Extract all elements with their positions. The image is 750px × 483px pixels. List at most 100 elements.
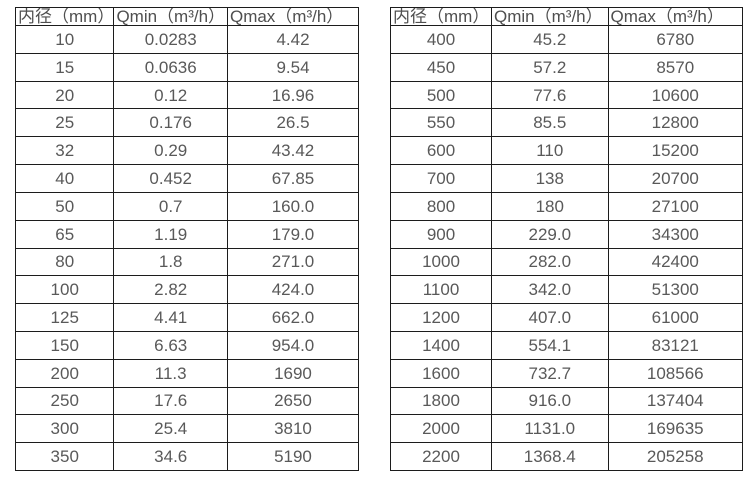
table-row: 15 0.0636 9.54	[14, 52, 360, 82]
table-cell: 600	[389, 136, 493, 166]
table-cell: 25	[14, 108, 115, 138]
table-cell: 10	[14, 25, 115, 54]
table-row: 550 85.5 12800	[389, 108, 744, 138]
table-row: 100 2.82 424.0	[14, 275, 360, 305]
table-cell: 26.5	[226, 108, 360, 138]
table-row: 250 17.6 2650	[14, 386, 360, 416]
column-header-diameter: 内径（mm）	[389, 7, 493, 26]
table-cell: 450	[389, 52, 493, 82]
table-cell: 2650	[226, 386, 360, 416]
header-row: 内径（mm） Qmin（m³/h） Qmax（m³/h）	[14, 7, 360, 26]
table-row: 1200 407.0 61000	[389, 303, 744, 332]
table-cell: 85.5	[491, 108, 609, 138]
table-row: 125 4.41 662.0	[14, 303, 360, 332]
table-cell: 150	[14, 330, 115, 360]
table-cell: 0.452	[113, 164, 228, 193]
table-cell: 1368.4	[491, 442, 609, 471]
table-cell: 732.7	[491, 358, 609, 388]
table-cell: 250	[14, 386, 115, 416]
table-header: 内径（mm） Qmin（m³/h） Qmax（m³/h）	[14, 7, 360, 26]
table-cell: 10600	[607, 80, 744, 110]
table-cell: 83121	[607, 330, 744, 360]
table-cell: 27100	[607, 191, 744, 221]
table-cell: 12800	[607, 108, 744, 138]
table-cell: 20	[14, 80, 115, 110]
flow-range-table-small: 内径（mm） Qmin（m³/h） Qmax（m³/h） 10 0.0283 4.4…	[14, 7, 360, 471]
header-row: 内径（mm） Qmin（m³/h） Qmax（m³/h）	[389, 7, 744, 26]
table-cell: 108566	[607, 358, 744, 388]
table-row: 900 229.0 34300	[389, 219, 744, 249]
table-cell: 15200	[607, 136, 744, 166]
table-cell: 229.0	[491, 219, 609, 249]
table-row: 1000 282.0 42400	[389, 247, 744, 277]
table-cell: 61000	[607, 303, 744, 332]
table-cell: 20700	[607, 164, 744, 193]
table-cell: 2000	[389, 414, 493, 444]
table-cell: 4.42	[226, 25, 360, 54]
table-cell: 1.8	[113, 247, 228, 277]
table-cell: 1600	[389, 358, 493, 388]
column-header-diameter: 内径（mm）	[14, 7, 115, 26]
table-row: 2200 1368.4 205258	[389, 442, 744, 471]
flow-range-table-large: 内径（mm） Qmin（m³/h） Qmax（m³/h） 400 45.2 6780…	[389, 7, 744, 471]
table-cell: 1690	[226, 358, 360, 388]
table-row: 65 1.19 179.0	[14, 219, 360, 249]
table-row: 1800 916.0 137404	[389, 386, 744, 416]
table-cell: 300	[14, 414, 115, 444]
table-cell: 80	[14, 247, 115, 277]
table-cell: 57.2	[491, 52, 609, 82]
table-row: 20 0.12 16.96	[14, 80, 360, 110]
table-row: 1100 342.0 51300	[389, 275, 744, 305]
table-cell: 17.6	[113, 386, 228, 416]
table-cell: 6780	[607, 25, 744, 54]
table-cell: 0.176	[113, 108, 228, 138]
table-cell: 67.85	[226, 164, 360, 193]
table-cell: 282.0	[491, 247, 609, 277]
table-cell: 700	[389, 164, 493, 193]
table-cell: 45.2	[491, 25, 609, 54]
table-cell: 1400	[389, 330, 493, 360]
table-cell: 271.0	[226, 247, 360, 277]
table-cell: 4.41	[113, 303, 228, 332]
table-cell: 25.4	[113, 414, 228, 444]
table-cell: 2.82	[113, 275, 228, 305]
table-cell: 424.0	[226, 275, 360, 305]
table-cell: 954.0	[226, 330, 360, 360]
table-cell: 169635	[607, 414, 744, 444]
table-row: 600 110 15200	[389, 136, 744, 166]
table-cell: 0.7	[113, 191, 228, 221]
table-cell: 180	[491, 191, 609, 221]
table-cell: 1.19	[113, 219, 228, 249]
table-cell: 8570	[607, 52, 744, 82]
table-cell: 900	[389, 219, 493, 249]
column-header-qmax: Qmax（m³/h）	[607, 7, 744, 26]
table-cell: 3810	[226, 414, 360, 444]
table-row: 25 0.176 26.5	[14, 108, 360, 138]
table-row: 150 6.63 954.0	[14, 330, 360, 360]
table-row: 50 0.7 160.0	[14, 191, 360, 221]
table-cell: 16.96	[226, 80, 360, 110]
table-body: 10 0.0283 4.42 15 0.0636 9.54 20 0.12 16.96 25 0.1…	[14, 25, 360, 471]
table-cell: 205258	[607, 442, 744, 471]
table-row: 40 0.452 67.85	[14, 164, 360, 193]
table-cell: 137404	[607, 386, 744, 416]
table-cell: 9.54	[226, 52, 360, 82]
table-cell: 34300	[607, 219, 744, 249]
table-row: 1400 554.1 83121	[389, 330, 744, 360]
table-cell: 0.12	[113, 80, 228, 110]
table-row: 2000 1131.0 169635	[389, 414, 744, 444]
table-cell: 0.0636	[113, 52, 228, 82]
table-cell: 42400	[607, 247, 744, 277]
table-cell: 916.0	[491, 386, 609, 416]
table-row: 700 138 20700	[389, 164, 744, 193]
table-cell: 51300	[607, 275, 744, 305]
table-row: 1600 732.7 108566	[389, 358, 744, 388]
table-cell: 15	[14, 52, 115, 82]
table-row: 400 45.2 6780	[389, 25, 744, 54]
table-cell: 200	[14, 358, 115, 388]
table-cell: 0.0283	[113, 25, 228, 54]
table-cell: 350	[14, 442, 115, 471]
table-cell: 179.0	[226, 219, 360, 249]
table-cell: 34.6	[113, 442, 228, 471]
